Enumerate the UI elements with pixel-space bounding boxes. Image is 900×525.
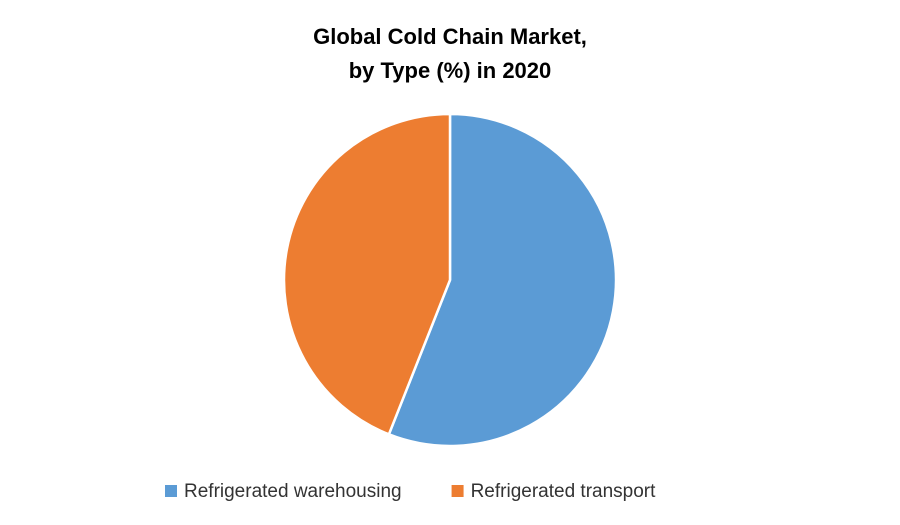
legend-label: Refrigerated warehousing (184, 481, 402, 502)
legend-swatch (165, 485, 177, 497)
pie-slice (282, 112, 452, 436)
legend-label: Refrigerated transport (471, 481, 657, 502)
pie-slice (387, 112, 618, 448)
chart-title: by Type (%) in 2020 (349, 58, 552, 83)
legend-swatch (451, 485, 464, 497)
chart-title: Global Cold Chain Market, (313, 24, 587, 49)
